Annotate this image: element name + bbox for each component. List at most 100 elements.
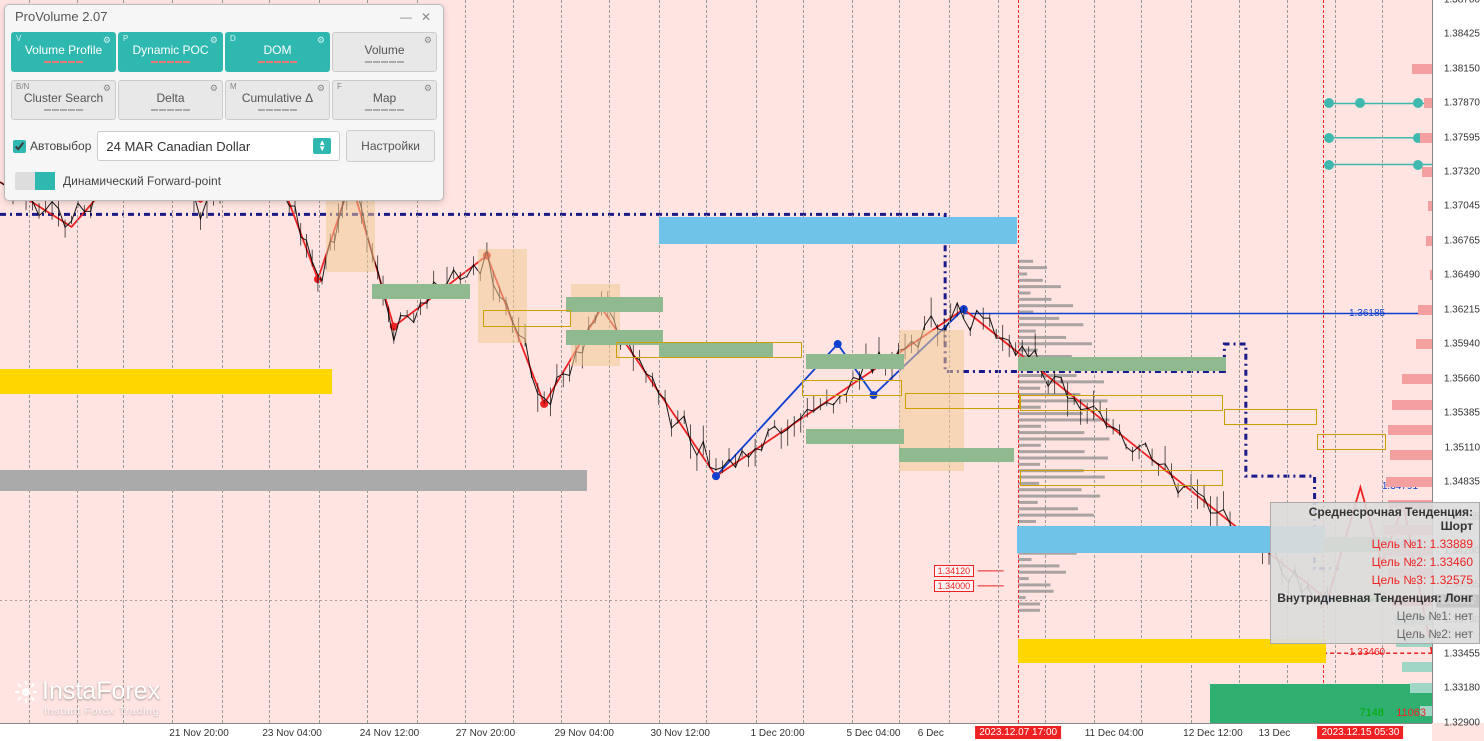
trend-infobox: Среднесрочная Тенденция: Шорт Цель №1: 1… — [1270, 502, 1480, 644]
volume-profile-bar — [1386, 477, 1432, 487]
tab-volume[interactable]: ⚙Volume — [332, 32, 437, 72]
x-tick: 30 Nov 12:00 — [650, 728, 710, 739]
volume-profile-bar — [1390, 450, 1432, 460]
long-target-2: Цель №2: нет — [1271, 625, 1479, 643]
instrument-select[interactable]: 24 MAR Canadian Dollar ▲▼ — [97, 131, 340, 161]
y-tick: 1.36215 — [1444, 304, 1480, 315]
y-tick: 1.38700 — [1444, 0, 1480, 6]
provolume-panel: ProVolume 2.07 — ✕ V⚙Volume ProfileP⚙Dyn… — [4, 4, 444, 201]
x-tick: 21 Nov 20:00 — [169, 728, 229, 739]
volume-profile-bar — [1428, 201, 1432, 211]
volume-profile-bar — [1418, 305, 1432, 315]
y-tick: 1.33455 — [1444, 648, 1480, 659]
volume-profile-bar — [1412, 64, 1432, 74]
vgrid-line — [998, 0, 999, 723]
volume-profile-bar — [1392, 400, 1432, 410]
volume-profile-bar — [1416, 339, 1432, 349]
poc-band — [806, 429, 903, 444]
instaforex-logo: InstaForex Instant Forex Trading — [14, 677, 160, 717]
trend-long-header: Внутридневная Тенденция: Лонг — [1271, 589, 1479, 607]
yellow-box — [905, 393, 1020, 409]
tab-dynamic-poc[interactable]: P⚙Dynamic POC — [118, 32, 223, 72]
tab-volume-profile[interactable]: V⚙Volume Profile — [11, 32, 116, 72]
teal-marker — [1324, 160, 1334, 170]
y-tick: 1.37320 — [1444, 167, 1480, 178]
close-icon[interactable]: ✕ — [419, 10, 433, 24]
settings-button[interactable]: Настройки — [346, 130, 435, 162]
short-target-1: Цель №1: 1.33889 — [1271, 535, 1479, 553]
vgrid-line — [803, 0, 804, 723]
poc-band — [372, 284, 469, 299]
x-tick: 1 Dec 20:00 — [751, 728, 805, 739]
footer-count-red: 11063 — [1396, 707, 1426, 719]
x-tick-highlight: 2023.12.15 05:30 — [1317, 726, 1403, 739]
y-tick: 1.37870 — [1444, 98, 1480, 109]
x-tick: 12 Dec 12:00 — [1183, 728, 1243, 739]
y-tick: 1.38150 — [1444, 63, 1480, 74]
tab-cluster-search[interactable]: B/N⚙Cluster Search — [11, 80, 116, 120]
x-tick: 13 Dec — [1259, 728, 1291, 739]
auto-checkbox[interactable]: Автовыбор — [13, 139, 91, 153]
x-tick: 27 Nov 20:00 — [456, 728, 516, 739]
zone-yellow — [0, 369, 332, 394]
trend-short-header: Среднесрочная Тенденция: Шорт — [1271, 503, 1479, 535]
vgrid-line — [659, 0, 660, 723]
poc-band — [806, 354, 903, 369]
tab-cumulative-[interactable]: M⚙Cumulative Δ — [225, 80, 330, 120]
x-tick: 6 Dec — [918, 728, 944, 739]
tab-dom[interactable]: D⚙DOM — [225, 32, 330, 72]
tab-map[interactable]: F⚙Map — [332, 80, 437, 120]
short-target-2: Цель №2: 1.33460 — [1271, 553, 1479, 571]
volume-profile-bar — [1402, 662, 1432, 672]
short-target-3: Цель №3: 1.32575 — [1271, 571, 1479, 589]
y-tick: 1.37045 — [1444, 201, 1480, 212]
vgrid-line — [706, 0, 707, 723]
vgrid-line — [1239, 0, 1240, 723]
volume-profile-bar — [1424, 98, 1432, 108]
long-target-1: Цель №1: нет — [1271, 607, 1479, 625]
volume-profile-bar — [1426, 236, 1432, 246]
x-axis: 21 Nov 20:00 23 Nov 04:00 24 Nov 12:00 27 N… — [0, 723, 1432, 741]
y-tick: 1.38425 — [1444, 29, 1480, 40]
sun-icon — [14, 680, 38, 704]
x-tick: 11 Dec 04:00 — [1085, 728, 1144, 739]
vgrid-line — [465, 0, 466, 723]
y-tick: 1.34835 — [1444, 476, 1480, 487]
yellow-box — [1224, 409, 1317, 425]
poc-band — [566, 297, 663, 312]
x-tick: 5 Dec 04:00 — [847, 728, 901, 739]
volume-profile-bar — [1402, 374, 1432, 384]
vgrid-line — [513, 0, 514, 723]
x-tick: 24 Nov 12:00 — [360, 728, 420, 739]
price-label: 1.36185 — [1349, 308, 1385, 319]
y-tick: 1.35940 — [1444, 339, 1480, 350]
volume-profile-bar — [1430, 270, 1432, 280]
volume-profile-bar — [1410, 683, 1432, 693]
y-tick: 1.35660 — [1444, 373, 1480, 384]
x-tick-highlight: 2023.12.07 17:00 — [975, 726, 1061, 739]
footer-count-green: 7148 — [1360, 707, 1384, 719]
vgrid-line — [561, 0, 562, 723]
y-tick: 1.37595 — [1444, 132, 1480, 143]
yellow-box — [802, 380, 902, 396]
yellow-box — [1317, 434, 1386, 450]
y-tick: 1.35110 — [1445, 442, 1480, 453]
teal-marker — [1324, 133, 1334, 143]
yellow-box — [483, 310, 572, 326]
poc-band — [1018, 357, 1226, 372]
zone-blue — [659, 217, 1017, 244]
price-label: 1.33460 — [1349, 647, 1385, 658]
vgrid-line — [756, 0, 757, 723]
panel-title: ProVolume 2.07 — [15, 9, 108, 24]
y-tick: 1.36490 — [1444, 270, 1480, 281]
minimize-icon[interactable]: — — [399, 10, 413, 24]
x-tick: 23 Nov 04:00 — [262, 728, 322, 739]
price-box: 1.34120 — [934, 565, 975, 577]
tab-delta[interactable]: ⚙Delta — [118, 80, 223, 120]
fwd-label: Динамический Forward-point — [63, 174, 221, 188]
poc-band — [899, 448, 1014, 463]
price-box: 1.34000 — [934, 580, 975, 592]
yellow-box — [616, 342, 802, 358]
fwd-point-toggle[interactable] — [15, 172, 55, 190]
y-tick: 1.35385 — [1444, 408, 1480, 419]
